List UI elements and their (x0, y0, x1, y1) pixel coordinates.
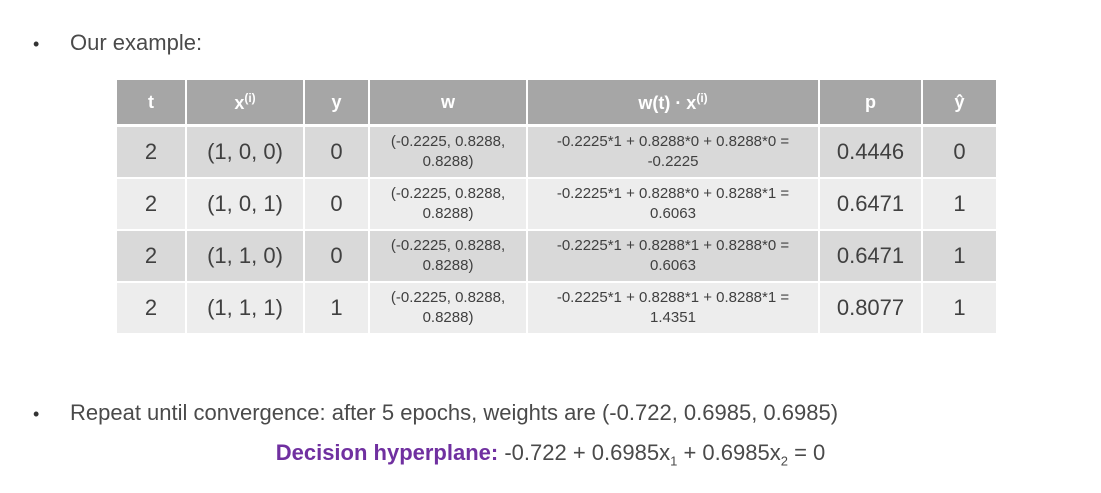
table-row: 2 (1, 0, 1) 0 (-0.2225, 0.8288, 0.8288) -… (117, 179, 996, 231)
hyperplane-eq-part2: + 0.6985x (677, 440, 781, 465)
cell-wx: -0.2225*1 + 0.8288*1 + 0.8288*1 = 1.4351 (528, 283, 820, 335)
cell-w-line2: 0.8288) (422, 257, 474, 274)
cell-yhat: 0 (923, 127, 996, 179)
cell-wx: -0.2225*1 + 0.8288*0 + 0.8288*1 = 0.6063 (528, 179, 820, 231)
header-y: y (305, 80, 370, 127)
cell-wx-line2: 0.6063 (650, 205, 696, 222)
cell-t: 2 (117, 127, 187, 179)
cell-y: 0 (305, 127, 370, 179)
cell-w-line1: (-0.2225, 0.8288, (390, 237, 506, 254)
header-wx-base: w(t) · x (638, 92, 697, 113)
header-yhat: ŷ (923, 80, 996, 127)
cell-yhat-misclassified: 1 (923, 231, 996, 283)
cell-x: (1, 0, 0) (187, 127, 305, 179)
cell-wx: -0.2225*1 + 0.8288*1 + 0.8288*0 = 0.6063 (528, 231, 820, 283)
cell-yhat-misclassified: 1 (923, 179, 996, 231)
table-row: 2 (1, 0, 0) 0 (-0.2225, 0.8288, 0.8288) -… (117, 127, 996, 179)
cell-w: (-0.2225, 0.8288, 0.8288) (370, 127, 528, 179)
cell-wx-line1: -0.2225*1 + 0.8288*1 + 0.8288*0 = (556, 237, 790, 254)
cell-p: 0.6471 (820, 179, 923, 231)
cell-y: 0 (305, 179, 370, 231)
cell-p: 0.6471 (820, 231, 923, 283)
cell-w-line2: 0.8288) (422, 309, 474, 326)
hyperplane-eq-part1: -0.722 + 0.6985x (504, 440, 671, 465)
header-x: x(i) (187, 80, 305, 127)
hyperplane-eq-part3: = 0 (787, 440, 826, 465)
cell-x: (1, 1, 0) (187, 231, 305, 283)
cell-w: (-0.2225, 0.8288, 0.8288) (370, 179, 528, 231)
cell-wx-line2: -0.2225 (647, 153, 699, 170)
cell-wx-line1: -0.2225*1 + 0.8288*0 + 0.8288*0 = (556, 133, 790, 150)
intro-text: Our example: (70, 30, 203, 55)
cell-w-line1: (-0.2225, 0.8288, (390, 133, 506, 150)
cell-x: (1, 0, 1) (187, 179, 305, 231)
cell-w-line2: 0.8288) (422, 153, 474, 170)
cell-p: 0.4446 (820, 127, 923, 179)
cell-y: 0 (305, 231, 370, 283)
header-p: p (820, 80, 923, 127)
cell-x: (1, 1, 1) (187, 283, 305, 335)
cell-p: 0.8077 (820, 283, 923, 335)
hyperplane-sub2: 2 (780, 453, 788, 469)
cell-yhat: 1 (923, 283, 996, 335)
bullet-marker: • (33, 404, 40, 424)
cell-w-line2: 0.8288) (422, 205, 474, 222)
cell-t: 2 (117, 231, 187, 283)
bullet-marker: • (33, 34, 40, 54)
hyperplane-sub1: 1 (670, 453, 678, 469)
header-t: t (117, 80, 187, 127)
cell-wx-line1: -0.2225*1 + 0.8288*0 + 0.8288*1 = (556, 185, 790, 202)
cell-wx-line2: 0.6063 (650, 257, 696, 274)
header-x-base: x (234, 92, 245, 113)
table-row: 2 (1, 1, 1) 1 (-0.2225, 0.8288, 0.8288) -… (117, 283, 996, 335)
cell-wx: -0.2225*1 + 0.8288*0 + 0.8288*0 = -0.2225 (528, 127, 820, 179)
table-header-row: t x(i) y w w(t) · x(i) p ŷ (117, 80, 996, 127)
decision-hyperplane: Decision hyperplane: -0.722 + 0.6985x1 +… (0, 440, 1101, 468)
hyperplane-label: Decision hyperplane: (275, 440, 499, 465)
training-table: t x(i) y w w(t) · x(i) p ŷ 2 (1, 0, 0) 0… (117, 80, 996, 335)
cell-wx-line2: 1.4351 (650, 309, 696, 326)
cell-t: 2 (117, 283, 187, 335)
cell-w: (-0.2225, 0.8288, 0.8288) (370, 231, 528, 283)
cell-w-line1: (-0.2225, 0.8288, (390, 289, 506, 306)
cell-t: 2 (117, 179, 187, 231)
cell-w-line1: (-0.2225, 0.8288, (390, 185, 506, 202)
header-x-sup: (i) (244, 90, 256, 105)
table-row: 2 (1, 1, 0) 0 (-0.2225, 0.8288, 0.8288) -… (117, 231, 996, 283)
header-wx-sup: (i) (696, 90, 708, 105)
header-wx: w(t) · x(i) (528, 80, 820, 127)
cell-wx-line1: -0.2225*1 + 0.8288*1 + 0.8288*1 = (556, 289, 790, 306)
cell-y: 1 (305, 283, 370, 335)
convergence-text: Repeat until convergence: after 5 epochs… (70, 400, 839, 425)
cell-w: (-0.2225, 0.8288, 0.8288) (370, 283, 528, 335)
header-w: w (370, 80, 528, 127)
